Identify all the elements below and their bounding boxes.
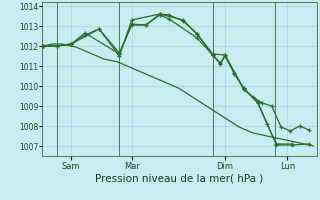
X-axis label: Pression niveau de la mer( hPa ): Pression niveau de la mer( hPa ): [95, 173, 263, 183]
